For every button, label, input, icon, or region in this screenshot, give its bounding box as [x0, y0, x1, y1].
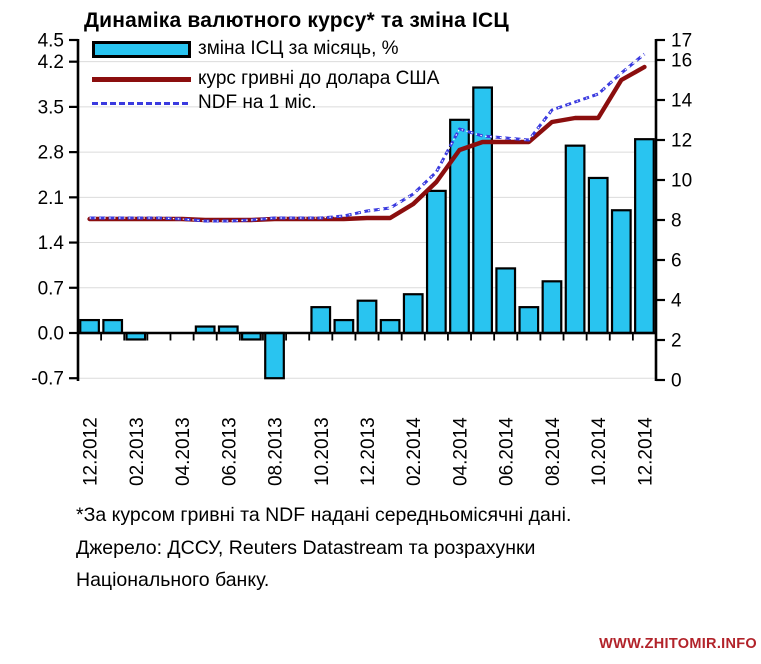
x-axis-tick-label: 04.2013	[173, 417, 194, 486]
legend-swatch-dashed	[92, 101, 191, 105]
bar	[264, 331, 285, 380]
legend-item-cpi: зміна ІСЦ за місяць, %	[92, 38, 399, 59]
left-axis-tick-label: 4.2	[38, 52, 64, 73]
legend-item-rate: курс гривні до долара США	[92, 68, 440, 89]
left-axis-tick-label: 3.5	[38, 97, 64, 118]
rate-line	[87, 64, 647, 223]
bar	[472, 86, 493, 335]
left-axis-tick-label: 2.8	[38, 143, 64, 164]
legend-item-ndf: NDF на 1 міс.	[92, 92, 317, 113]
right-axis-tick-label: 16	[671, 51, 692, 72]
bar	[541, 280, 563, 335]
x-axis-tick-label: 08.2014	[543, 417, 564, 486]
x-axis-tick-label: 06.2013	[219, 417, 240, 486]
footnote: *За курсом гривні та NDF надані середньо…	[76, 499, 736, 597]
left-axis-tick-label: -0.7	[31, 369, 64, 390]
left-axis-tick-label: 2.1	[38, 188, 64, 209]
left-axis-tick-label: 0.7	[38, 278, 64, 299]
legend-label-rate: курс гривні до долара США	[198, 68, 440, 89]
bar	[102, 318, 124, 335]
bar	[379, 318, 401, 335]
x-axis-tick-label: 04.2014	[450, 417, 471, 486]
bar	[564, 144, 586, 335]
right-axis-tick-label: 8	[671, 211, 682, 232]
ndf-line	[89, 52, 646, 223]
watermark-link[interactable]: WWW.ZHITOMIR.INFO	[599, 636, 757, 652]
footnote-line-2: Джерело: ДССУ, Reuters Datastream та роз…	[76, 536, 536, 559]
left-axis-tick-label: 1.4	[38, 233, 65, 254]
bar	[634, 138, 655, 335]
legend-swatch-bar	[92, 40, 191, 58]
bar	[610, 209, 632, 335]
left-axis-tick-label: 0.0	[38, 324, 64, 345]
right-axis-tick-label: 4	[671, 291, 682, 312]
bar	[310, 306, 332, 335]
left-axis-tick-label: 4.5	[38, 31, 64, 52]
bar	[333, 318, 355, 335]
legend-swatch-line	[92, 76, 191, 82]
x-axis-tick-label: 10.2014	[589, 417, 610, 486]
right-axis-tick-label: 10	[671, 171, 692, 192]
x-axis-tick-label: 02.2013	[127, 417, 148, 486]
bar	[402, 293, 424, 335]
legend-label-ndf: NDF на 1 міс.	[198, 92, 317, 113]
bar	[425, 189, 447, 335]
x-axis-tick-label: 02.2014	[404, 417, 425, 486]
x-axis-tick-label: 12.2014	[635, 417, 656, 486]
chart-title: Динаміка валютного курсу* та зміна ІСЦ	[84, 9, 509, 32]
bar	[495, 267, 517, 335]
right-axis-tick-label: 14	[671, 91, 693, 112]
x-axis-tick-label: 08.2013	[266, 417, 287, 486]
x-axis-tick-label: 12.2013	[358, 417, 379, 486]
right-axis-tick-label: 17	[671, 31, 692, 52]
bar	[79, 318, 100, 335]
bar	[587, 176, 609, 335]
x-axis-tick-label: 12.2012	[81, 417, 102, 486]
x-axis-tick-label: 10.2013	[312, 417, 333, 486]
bar	[518, 306, 540, 335]
footnote-line-1: *За курсом гривні та NDF надані середньо…	[76, 504, 572, 526]
right-axis-tick-label: 0	[671, 371, 682, 392]
footnote-line-3: Національного банку.	[76, 569, 270, 591]
right-axis-tick-label: 12	[671, 131, 692, 152]
legend-label-cpi: зміна ІСЦ за місяць, %	[198, 38, 399, 59]
right-axis-tick-label: 2	[671, 331, 682, 352]
right-axis-tick-label: 6	[671, 251, 682, 272]
bar	[356, 299, 378, 335]
x-axis-tick-label: 06.2014	[497, 417, 518, 486]
